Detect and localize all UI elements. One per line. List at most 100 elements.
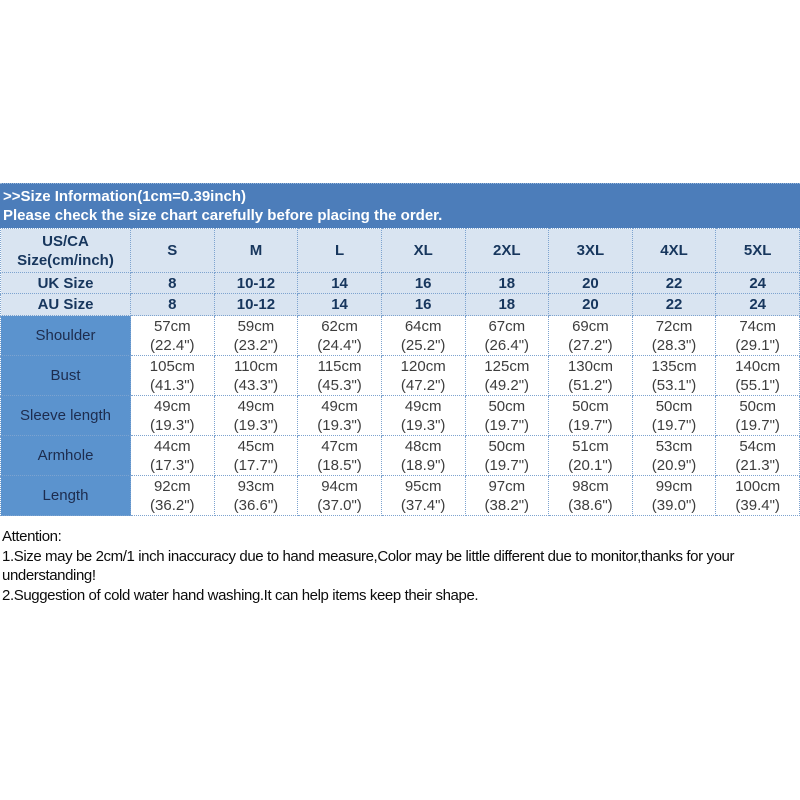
measure-value-cell: 62cm (24.4") (297, 315, 382, 356)
region-size-value: 18 (464, 293, 550, 316)
measure-value-inch: (19.3") (400, 416, 446, 434)
measure-value-cm: 130cm (567, 357, 613, 375)
measure-label: Bust (0, 355, 131, 396)
measure-row: Length 92cm (36.2") 93cm (36.6") 94cm (37.0") 9… (0, 475, 800, 516)
banner-subtitle: Please check the size chart carefully be… (3, 207, 443, 224)
measure-value-cell: 95cm (37.4") (380, 475, 466, 516)
measure-value-cell: 120cm (47.2") (380, 355, 466, 396)
measure-value-cell: 130cm (51.2") (548, 355, 633, 396)
measure-value-cell: 140cm (55.1") (715, 355, 800, 396)
corner-header-cell: US/CA Size(cm/inch) (0, 228, 131, 273)
measure-value-cm: 51cm (572, 437, 609, 455)
measure-value-cm: 45cm (237, 437, 275, 455)
measure-value-inch: (19.7") (735, 416, 780, 434)
region-size-value: 14 (297, 272, 382, 294)
region-size-value: 14 (297, 293, 382, 316)
measure-value-inch: (36.6") (233, 496, 279, 514)
region-size-value: 18 (464, 272, 550, 294)
measure-value-cm: 97cm (488, 477, 526, 495)
measure-value-cell: 110cm (43.3") (213, 355, 299, 396)
measure-value-inch: (20.1") (568, 456, 613, 474)
measure-value-inch: (47.2") (400, 376, 446, 394)
measure-value-cell: 50cm (19.7") (715, 395, 800, 436)
size-info-banner: >>Size Information(1cm=0.39inch) Please … (0, 183, 800, 228)
measure-value-cm: 95cm (404, 477, 442, 495)
measure-value-inch: (51.2") (568, 376, 613, 394)
measure-value-inch: (37.4") (400, 496, 446, 514)
measure-value-inch: (21.3") (735, 456, 780, 474)
measure-value-inch: (55.1") (735, 376, 780, 394)
measure-value-inch: (19.3") (150, 416, 195, 434)
region-size-label: UK Size (0, 272, 131, 294)
measure-value-cm: 125cm (484, 357, 530, 375)
measure-value-cell: 92cm (36.2") (130, 475, 215, 516)
measure-value-inch: (23.2") (233, 336, 279, 354)
region-size-value: 22 (631, 272, 717, 294)
measure-value-cm: 49cm (237, 397, 275, 415)
measure-value-cm: 115cm (317, 357, 362, 375)
measure-value-cell: 97cm (38.2") (464, 475, 550, 516)
measure-value-inch: (39.0") (651, 496, 697, 514)
region-size-row: UK Size 8 10-12 14 16 18 20 22 24 (0, 272, 800, 294)
measure-row: Sleeve length 49cm (19.3") 49cm (19.3") 49cm(… (0, 395, 800, 436)
size-header-2xl: 2XL (464, 228, 550, 273)
measure-value-inch: (24.4") (317, 336, 362, 354)
measure-value-cm: 48cm (404, 437, 442, 455)
region-size-value: 22 (631, 293, 717, 316)
region-size-value: 10-12 (213, 293, 299, 316)
measure-value-cm: 47cm (321, 437, 358, 455)
measure-value-inch: (45.3") (317, 376, 362, 394)
measure-value-cm: 105cm (149, 357, 195, 375)
region-size-value: 16 (380, 272, 466, 294)
measure-value-cm: 54cm (739, 437, 777, 455)
measure-value-cell: 99cm (39.0") (631, 475, 717, 516)
measure-value-cell: 67cm (26.4") (464, 315, 550, 356)
measure-value-cm: 53cm (655, 437, 693, 455)
measure-value-cm: 50cm (572, 397, 609, 415)
attention-line-1: 1.Size may be 2cm/1 inch inaccuracy due … (2, 547, 735, 585)
measure-value-cell: 49cm (19.3") (380, 395, 466, 436)
measure-value-cm: 50cm (739, 397, 777, 415)
measure-value-cell: 50cm (19.7") (464, 435, 550, 476)
measure-value-cell: 115cm (45.3") (297, 355, 382, 396)
measure-value-inch: (19.3") (233, 416, 279, 434)
attention-line-2: 2.Suggestion of cold water hand washing.… (2, 586, 479, 604)
measure-value-cm: 93cm (237, 477, 275, 495)
measure-value-cm: 98cm (572, 477, 609, 495)
measure-value-inch: (28.3") (651, 336, 697, 354)
region-size-value: 24 (715, 293, 800, 316)
measure-value-cell: 105cm (41.3") (130, 355, 215, 396)
measure-value-cm: 50cm (488, 397, 526, 415)
measure-value-cm: 120cm (400, 357, 446, 375)
measure-value-inch: (19.7") (484, 416, 530, 434)
measure-value-cell: 93cm (36.6") (213, 475, 299, 516)
measure-value-inch: (25.2") (400, 336, 446, 354)
measure-value-inch: (27.2") (568, 336, 613, 354)
measure-value-inch: (18.9") (400, 456, 446, 474)
measure-value-cell: 50cm (19.7") (631, 395, 717, 436)
attention-section: Attention: 1.Size may be 2cm/1 inch inac… (2, 527, 798, 605)
region-size-value: 20 (548, 293, 633, 316)
banner-title: >>Size Information(1cm=0.39inch) (3, 188, 246, 205)
measure-value-cell: 50cm (19.7") (548, 395, 633, 436)
region-size-row: AU Size 8 10-12 14 16 18 20 22 24 (0, 293, 800, 316)
size-header-3xl: 3XL (548, 228, 633, 273)
measure-value-cm: 67cm (488, 317, 526, 335)
region-size-value: 8 (130, 272, 215, 294)
measure-value-cell: 47cm (18.5") (297, 435, 382, 476)
measure-value-cell: 51cm (20.1") (548, 435, 633, 476)
measure-value-inch: (36.2") (150, 496, 195, 514)
measure-value-inch: (19.7") (484, 456, 530, 474)
measure-value-inch: (39.4") (735, 496, 780, 514)
measure-value-cell: 69cm (27.2") (548, 315, 633, 356)
measure-value-cm: 50cm (488, 437, 526, 455)
measure-value-cm: 44cm (153, 437, 191, 455)
measure-value-inch: (43.3") (233, 376, 279, 394)
measure-value-cm: 140cm (735, 357, 781, 375)
measure-value-cell: 49cm (19.3") (297, 395, 382, 436)
corner-header-line1: US/CA (42, 232, 89, 250)
size-header-xl: XL (380, 228, 466, 273)
size-chart-table: US/CA Size(cm/inch) S M L XL 2XL 3XL 4XL 5XL UK Si… (0, 228, 800, 516)
measure-value-inch: (17.7") (233, 456, 279, 474)
measure-value-cm: 74cm (739, 317, 777, 335)
